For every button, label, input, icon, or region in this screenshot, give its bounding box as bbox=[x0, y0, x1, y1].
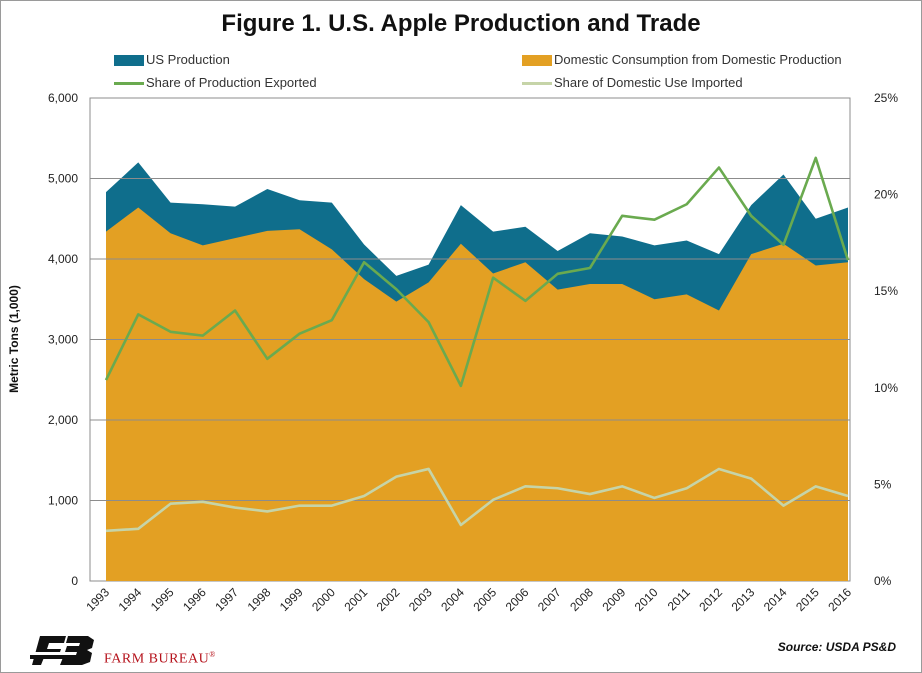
x-tick-label: 2011 bbox=[665, 585, 693, 613]
y2-tick-label: 5% bbox=[874, 477, 892, 491]
x-tick-label: 2005 bbox=[470, 585, 499, 614]
legend-swatch bbox=[114, 55, 144, 66]
x-tick-label: 2013 bbox=[729, 585, 758, 614]
brand-mark: ® bbox=[209, 650, 216, 659]
line-series-share-imported bbox=[105, 467, 849, 533]
y2-tick-label: 25% bbox=[874, 91, 898, 105]
x-tick-label: 1993 bbox=[83, 585, 112, 614]
x-tick-label: 1997 bbox=[212, 585, 241, 614]
legend-label: Share of Domestic Use Imported bbox=[554, 75, 743, 90]
x-tick-label: 2010 bbox=[632, 585, 661, 614]
x-tick-label: 2007 bbox=[535, 585, 564, 614]
x-tick-label: 2014 bbox=[761, 585, 790, 614]
x-tick-label: 1994 bbox=[116, 585, 145, 614]
y-tick-label: 0 bbox=[71, 574, 78, 588]
brand-name: FARM BUREAU® bbox=[104, 650, 216, 668]
x-tick-label: 1995 bbox=[148, 585, 177, 614]
x-tick-label: 2004 bbox=[438, 585, 467, 614]
x-tick-label: 2015 bbox=[793, 585, 822, 614]
brand-text: FARM BUREAU bbox=[104, 651, 210, 667]
x-tick-label: 2016 bbox=[825, 585, 854, 614]
y2-tick-label: 0% bbox=[874, 574, 892, 588]
legend-label: Domestic Consumption from Domestic Produ… bbox=[554, 52, 842, 67]
y2-tick-label: 10% bbox=[874, 381, 898, 395]
y-tick-label: 2,000 bbox=[48, 413, 78, 427]
y2-tick-label: 15% bbox=[874, 284, 898, 298]
line-series-share-exported bbox=[104, 156, 850, 388]
x-tick-label: 1998 bbox=[245, 585, 274, 614]
legend-label: Share of Production Exported bbox=[146, 75, 317, 90]
x-tick-label: 2000 bbox=[309, 585, 338, 614]
x-tick-label: 2002 bbox=[374, 585, 403, 614]
chart-title: Figure 1. U.S. Apple Production and Trad… bbox=[221, 10, 701, 37]
y-axis-label: Metric Tons (1,000) bbox=[7, 285, 21, 393]
x-tick-label: 2009 bbox=[600, 585, 629, 614]
source-note: Source: USDA PS&D bbox=[777, 640, 896, 654]
x-tick-label: 2012 bbox=[696, 585, 725, 614]
y-tick-label: 4,000 bbox=[48, 252, 78, 266]
legend-label: US Production bbox=[146, 52, 230, 67]
x-tick-label: 1999 bbox=[277, 585, 306, 614]
legend-swatch bbox=[522, 82, 552, 85]
y-tick-label: 6,000 bbox=[48, 91, 78, 105]
x-tick-label: 2001 bbox=[341, 585, 370, 614]
x-tick-label: 2003 bbox=[406, 585, 435, 614]
y-tick-label: 1,000 bbox=[48, 494, 78, 508]
farm-bureau-logo bbox=[30, 636, 94, 665]
x-tick-label: 2008 bbox=[567, 585, 596, 614]
y-tick-label: 3,000 bbox=[48, 333, 78, 347]
legend-swatch bbox=[522, 55, 552, 66]
x-tick-label: 1996 bbox=[180, 585, 209, 614]
y2-tick-label: 20% bbox=[874, 188, 898, 202]
area-series-domestic-consumption bbox=[106, 207, 848, 582]
x-tick-label: 2006 bbox=[503, 585, 532, 614]
y-tick-label: 5,000 bbox=[48, 172, 78, 186]
legend-swatch bbox=[114, 82, 144, 85]
